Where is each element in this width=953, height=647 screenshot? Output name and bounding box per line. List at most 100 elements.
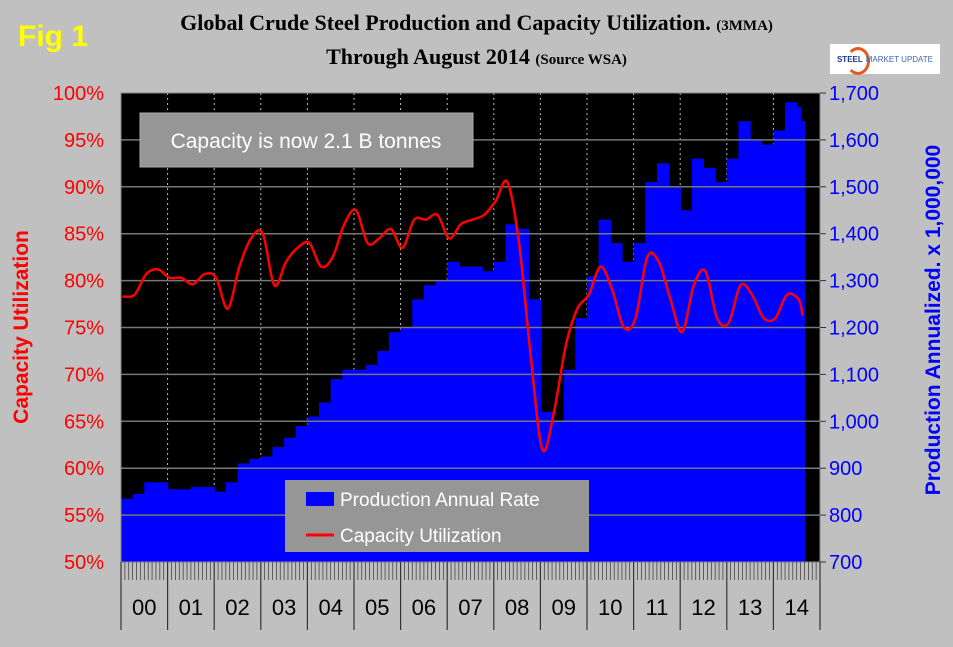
production-bar	[190, 486, 204, 562]
production-bar	[249, 458, 262, 562]
utilization-point	[801, 314, 804, 317]
production-bar	[800, 121, 806, 562]
production-bar	[785, 102, 798, 562]
annotation-text: Capacity is now 2.1 B tonnes	[171, 130, 442, 153]
utilization-point	[180, 276, 182, 279]
production-bar	[715, 182, 728, 563]
legend-utilization-label: Capacity Utilization	[340, 526, 502, 547]
legend-production-swatch	[306, 492, 334, 506]
x-tick-label: 14	[784, 595, 808, 620]
utilization-point	[203, 273, 206, 275]
y-left-tick-label: 55%	[64, 505, 104, 527]
production-bar	[587, 275, 600, 562]
y-right-tick-label: 1,300	[829, 271, 879, 293]
production-bar	[167, 489, 180, 562]
production-bar	[691, 158, 705, 562]
logo-text: MARKET UPDATE	[865, 54, 934, 64]
utilization-point	[762, 317, 765, 319]
utilization-point	[692, 284, 695, 287]
utilization-point	[541, 448, 544, 451]
y-left-tick-label: 70%	[64, 364, 104, 386]
utilization-point	[494, 200, 497, 202]
production-bar	[703, 168, 716, 563]
utilization-point	[157, 268, 159, 271]
utilization-point	[786, 293, 788, 296]
utilization-point	[273, 284, 276, 287]
x-tick-label: 12	[691, 595, 715, 620]
production-bar	[121, 498, 134, 562]
utilization-point	[343, 223, 346, 226]
utilization-point	[378, 237, 381, 240]
utilization-point	[296, 246, 299, 249]
production-bar	[155, 482, 169, 562]
annotation-box	[139, 112, 474, 168]
utilization-point	[425, 218, 427, 221]
utilization-point	[564, 345, 567, 348]
steel-market-update-logo: STEEL MARKET UPDATE	[830, 44, 940, 75]
production-bar	[598, 219, 611, 562]
utilization-point	[553, 411, 555, 413]
legend-production-label: Production Annual Rate	[340, 490, 540, 511]
utilization-point	[366, 242, 369, 244]
utilization-point	[168, 276, 171, 279]
y-left-tick-label: 100%	[53, 83, 104, 105]
production-bar	[773, 130, 786, 562]
production-bar	[610, 243, 623, 562]
utilization-point	[797, 298, 800, 301]
production-bar	[633, 243, 646, 562]
logo-text-bold: STEEL	[836, 54, 863, 64]
x-tick-label: 08	[505, 595, 529, 620]
x-tick-label: 04	[318, 595, 342, 620]
utilization-point	[658, 261, 660, 263]
utilization-point	[192, 283, 194, 286]
y-left-tick-label: 50%	[64, 552, 104, 574]
utilization-point	[576, 307, 579, 310]
production-bar	[202, 486, 215, 562]
utilization-point	[122, 295, 124, 298]
y-left-tick-label: 95%	[64, 130, 104, 152]
x-tick-label: 09	[551, 595, 575, 620]
legend	[285, 480, 589, 552]
logo-ring-icon	[846, 47, 870, 75]
y-right-axis-title: Production Annualized. x 1,000,000	[922, 145, 945, 496]
y-right-tick-label: 800	[829, 505, 862, 527]
utilization-point	[506, 181, 509, 183]
x-tick-label: 06	[412, 595, 436, 620]
x-tick-label: 13	[738, 595, 762, 620]
utilization-point	[238, 265, 241, 268]
y-right-tick-label: 700	[829, 552, 862, 574]
production-bar	[796, 107, 802, 562]
y-right-tick-label: 1,100	[829, 364, 879, 386]
utilization-point	[215, 276, 217, 279]
y-right-tick-label: 1,700	[829, 83, 879, 105]
utilization-point	[390, 228, 392, 230]
utilization-point	[401, 246, 404, 249]
utilization-point	[599, 265, 602, 268]
chart-title: Global Crude Steel Production and Capaci…	[0, 10, 953, 36]
production-bar	[144, 482, 157, 562]
title-main-note: (3MMA)	[716, 18, 773, 34]
utilization-point	[261, 232, 264, 235]
utilization-point	[529, 354, 532, 357]
y-right-tick-label: 1,400	[829, 224, 879, 246]
utilization-point	[681, 331, 683, 333]
title-sub-note: (Source WSA)	[535, 52, 627, 68]
production-bar	[621, 261, 635, 562]
utilization-point	[704, 270, 707, 273]
production-bar	[505, 224, 518, 562]
y-left-tick-label: 60%	[64, 458, 104, 480]
y-left-tick-label: 65%	[64, 411, 104, 433]
y-right-tick-label: 1,500	[829, 177, 879, 199]
utilization-point	[320, 265, 322, 268]
y-right-tick-label: 1,000	[829, 411, 879, 433]
production-bar	[680, 210, 693, 562]
utilization-point	[459, 223, 462, 226]
utilization-point	[727, 322, 730, 324]
utilization-point	[751, 293, 753, 296]
x-tick-label: 00	[132, 595, 156, 620]
utilization-point	[133, 293, 136, 296]
chart-subtitle: Through August 2014 (Source WSA)	[0, 44, 953, 70]
utilization-point	[436, 214, 439, 216]
y-right-tick-label: 1,200	[829, 318, 879, 340]
production-bar	[750, 139, 763, 562]
